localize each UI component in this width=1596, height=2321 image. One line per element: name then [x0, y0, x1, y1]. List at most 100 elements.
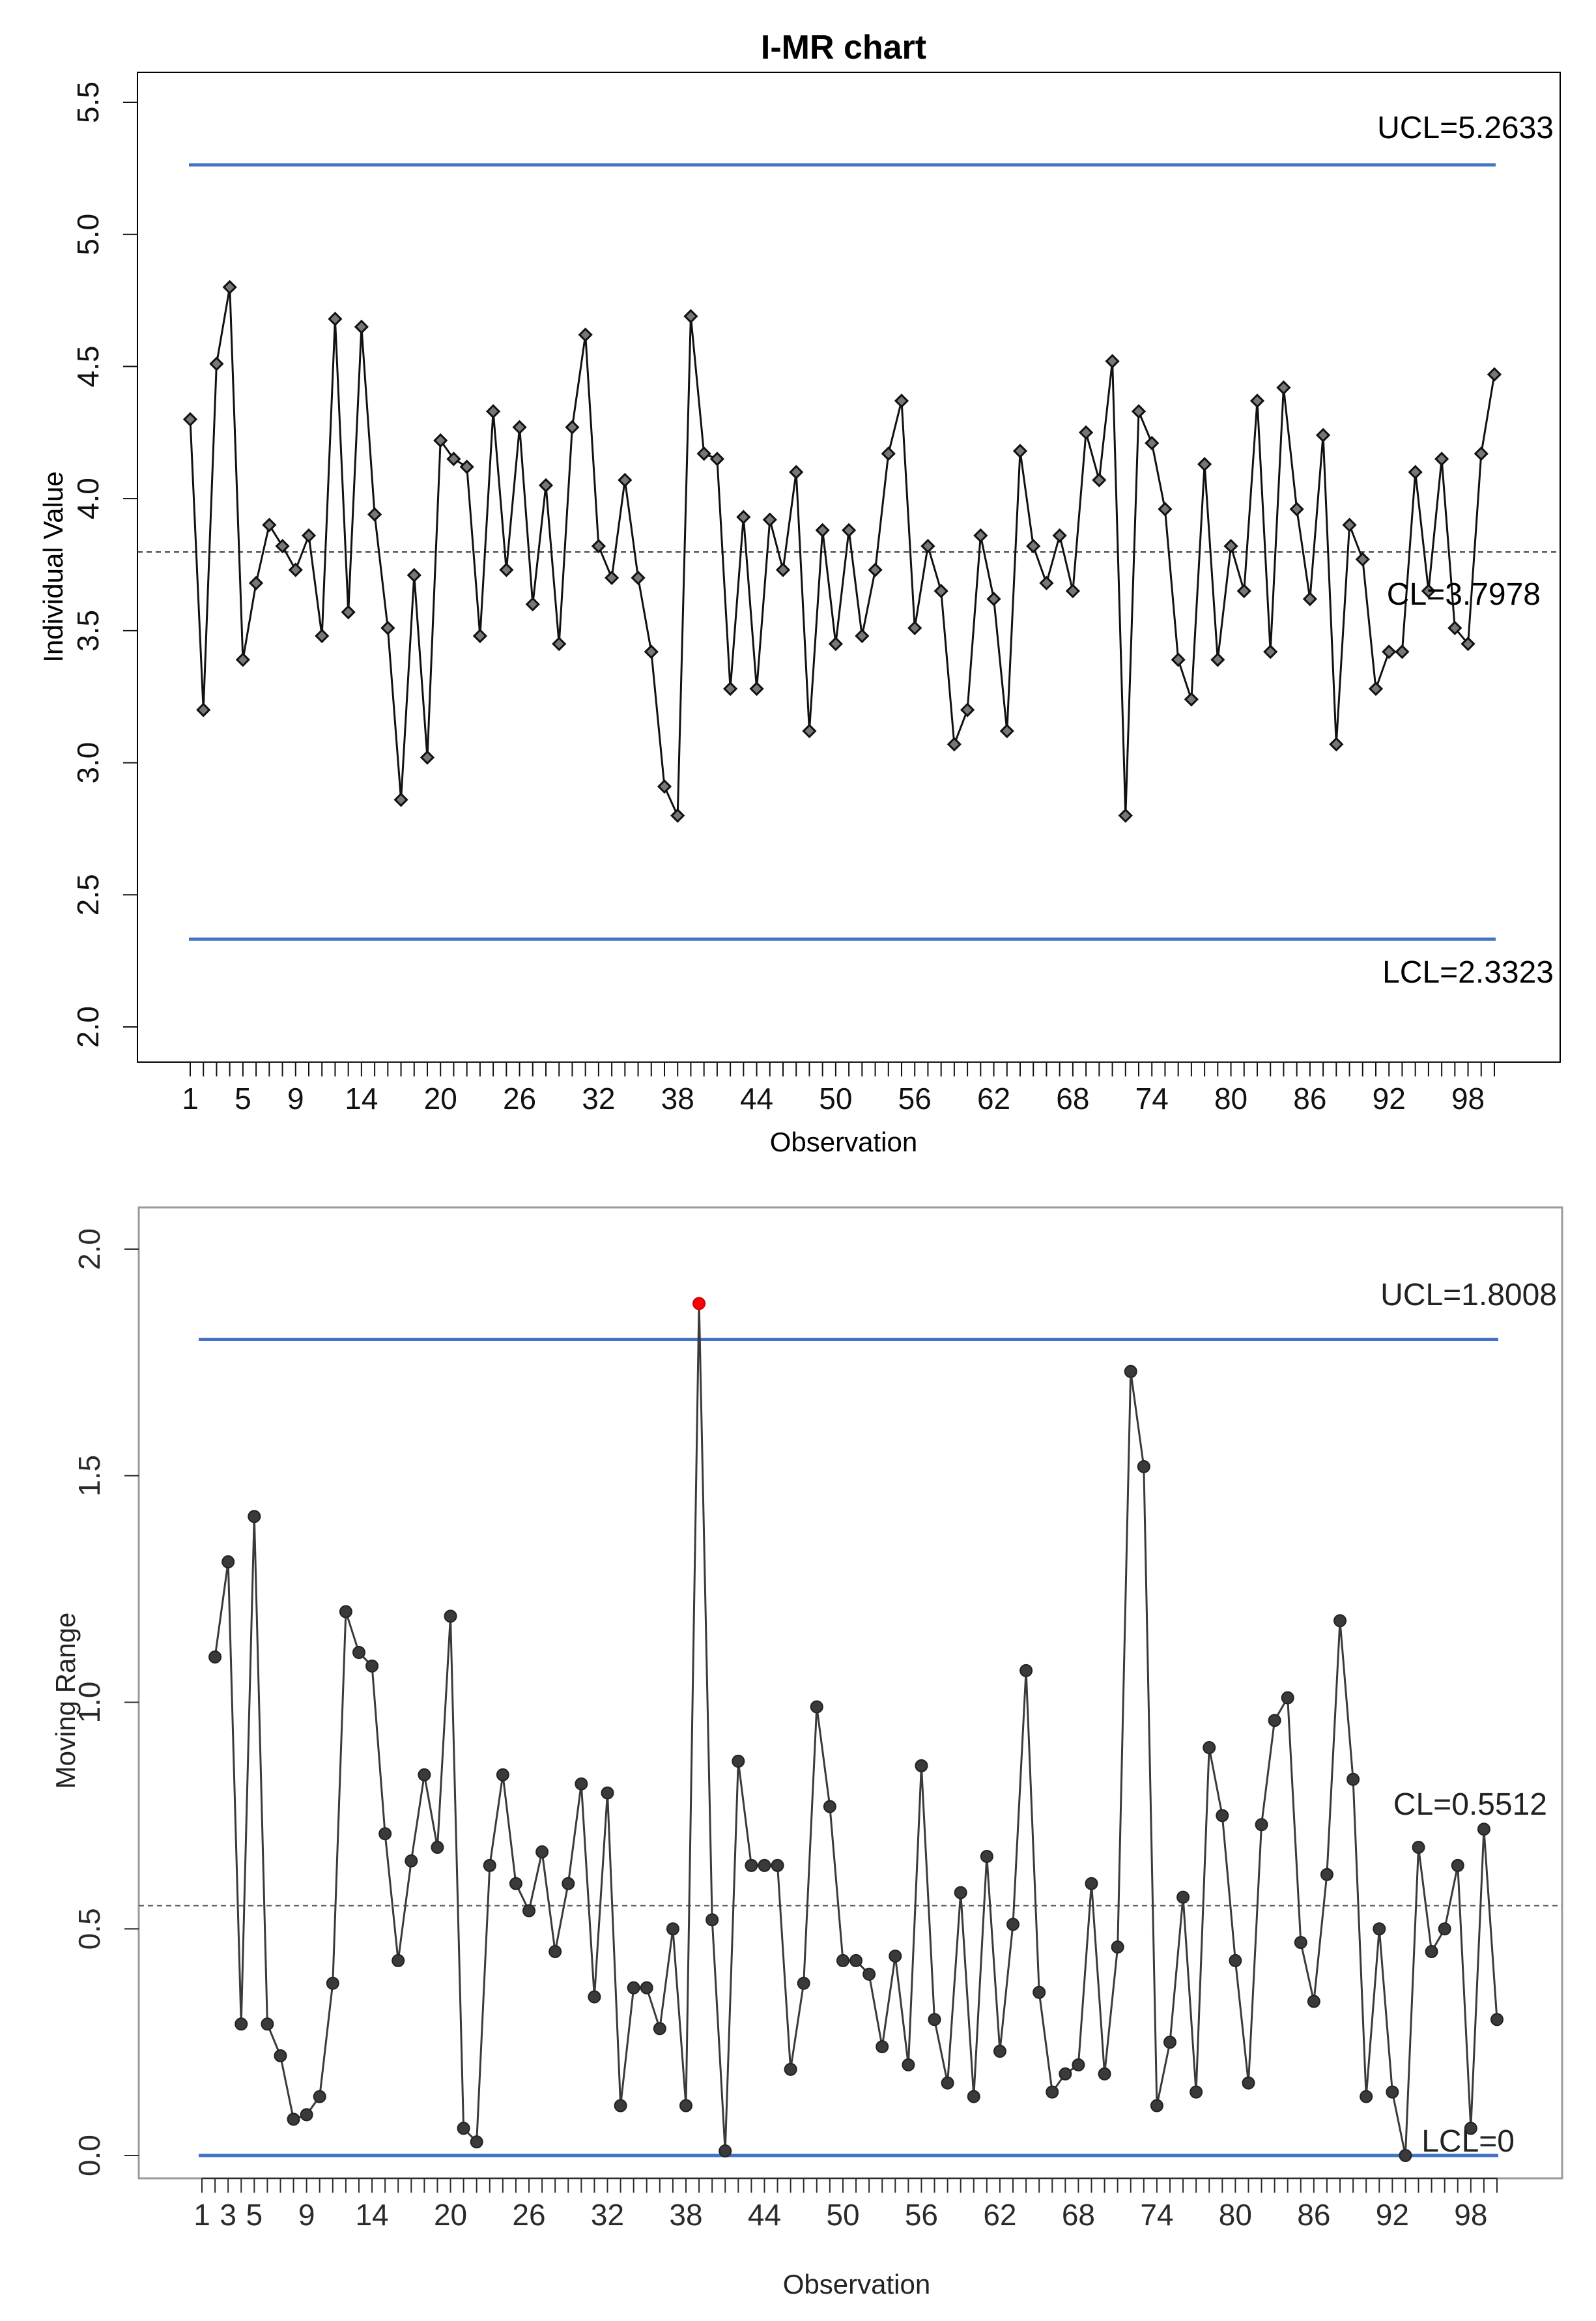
- y-axis: 0.0 0.5 1.0 1.5 2.0: [72, 1228, 139, 2176]
- data-point: [1249, 394, 1265, 409]
- x-tick-label: 56: [905, 2198, 938, 2232]
- y-tick-label: 2.0: [72, 1228, 106, 1270]
- x-tick-label: 9: [287, 1082, 304, 1116]
- data-point: [1421, 583, 1436, 599]
- x-axis-label: Observation: [770, 1127, 917, 1157]
- x-axis: 1 3 5 9 14 20 26 32 38 44 50 56 62 68 74 80 86 92 98: [193, 2178, 1498, 2232]
- data-point: [1012, 444, 1028, 459]
- data-point: [841, 523, 857, 538]
- data-point: [1263, 644, 1278, 659]
- x-tick-label: 50: [826, 2198, 859, 2232]
- data-point: [1111, 1940, 1124, 1954]
- data-point: [1368, 681, 1384, 697]
- data-point: [881, 446, 896, 461]
- x-tick-label: 44: [748, 2198, 781, 2232]
- ucl-label: UCL=5.2633: [1377, 111, 1554, 145]
- data-point: [1150, 2099, 1163, 2112]
- data-point: [696, 446, 711, 461]
- data-point: [722, 681, 738, 697]
- data-point: [1386, 2085, 1399, 2099]
- data-point: [604, 570, 620, 585]
- x-tick-label: 14: [345, 1082, 378, 1116]
- series-line: [189, 287, 1496, 816]
- data-point: [287, 2112, 300, 2126]
- data-point: [815, 523, 830, 538]
- data-point: [960, 702, 975, 717]
- data-point: [1408, 465, 1423, 480]
- data-point: [627, 1981, 640, 1995]
- data-point: [745, 1858, 758, 1872]
- data-point: [575, 1777, 588, 1791]
- data-point: [431, 1841, 444, 1854]
- x-tick-label: 38: [661, 1082, 694, 1116]
- data-point: [522, 1904, 536, 1918]
- data-point: [1223, 538, 1238, 554]
- data-point: [301, 528, 317, 543]
- y-tick-label: 2.5: [71, 874, 105, 915]
- data-point: [405, 1854, 418, 1867]
- data-point: [1163, 2036, 1176, 2049]
- data-point: [196, 702, 211, 717]
- data-point: [472, 628, 488, 644]
- data-point: [1190, 2085, 1203, 2099]
- data-point: [797, 1976, 810, 1990]
- cl-label: CL=0.5512: [1393, 1787, 1547, 1822]
- data-point: [208, 1650, 222, 1664]
- data-point: [261, 2017, 274, 2031]
- y-axis-label: Moving Range: [50, 1613, 81, 1789]
- data-point: [1281, 1691, 1294, 1705]
- x-tick-label: 86: [1297, 2198, 1330, 2232]
- y-tick-label: 1.0: [72, 1682, 106, 1723]
- data-point: [933, 583, 948, 599]
- data-point: [1464, 2122, 1477, 2135]
- control-limits: [137, 163, 1560, 941]
- data-point: [433, 433, 448, 448]
- data-point: [1412, 1841, 1425, 1854]
- data-point: [1098, 2067, 1111, 2081]
- data-point: [535, 1845, 549, 1859]
- y-axis: 2.0 2.5 3.0 3.5 4.0 4.5 5.0 5.5: [71, 81, 137, 1048]
- data-point: [235, 2017, 248, 2031]
- x-tick-label: 3: [220, 2198, 236, 2232]
- x-tick-label: 80: [1219, 2198, 1252, 2232]
- data-point: [679, 2099, 692, 2112]
- data-point: [1342, 517, 1357, 532]
- data-point: [552, 637, 567, 652]
- x-tick-label: 68: [1062, 2198, 1095, 2232]
- x-tick-label: 74: [1140, 2198, 1173, 2232]
- data-point: [670, 808, 685, 823]
- y-tick-label: 5.5: [71, 81, 105, 123]
- data-series: [182, 280, 1502, 823]
- data-point: [1059, 2067, 1072, 2081]
- data-point: [1474, 446, 1489, 461]
- data-point: [420, 750, 435, 765]
- data-point: [849, 1953, 863, 1967]
- data-point: [365, 1659, 379, 1673]
- data-point: [457, 2122, 470, 2135]
- data-point: [1176, 1890, 1190, 1904]
- data-point: [640, 1981, 653, 1995]
- data-point: [275, 538, 290, 554]
- data-point: [1229, 1953, 1242, 1967]
- data-point: [1461, 637, 1475, 652]
- data-point: [1092, 472, 1107, 487]
- data-point: [954, 1886, 967, 1899]
- data-point: [182, 412, 198, 427]
- data-point: [1329, 737, 1344, 752]
- x-tick-label: 68: [1056, 1082, 1089, 1116]
- data-series: [208, 1297, 1503, 2162]
- data-point: [1105, 354, 1120, 369]
- data-point: [653, 2022, 666, 2036]
- data-point: [444, 1609, 457, 1623]
- data-point: [1302, 592, 1318, 607]
- y-tick-label: 3.5: [71, 610, 105, 652]
- y-tick-label: 4.5: [71, 345, 105, 387]
- data-point: [313, 2090, 326, 2103]
- moving-range-panel: 0.0 0.5 1.0 1.5 2.0 1 3 5 9 14 20 26 32 38 44 50 56 62 68…: [50, 1206, 1563, 2299]
- data-point: [1490, 2013, 1503, 2026]
- data-point: [1360, 2090, 1373, 2103]
- data-point: [446, 452, 461, 467]
- data-point: [485, 404, 501, 419]
- x-tick-label: 74: [1135, 1082, 1169, 1116]
- x-tick-label: 38: [669, 2198, 702, 2232]
